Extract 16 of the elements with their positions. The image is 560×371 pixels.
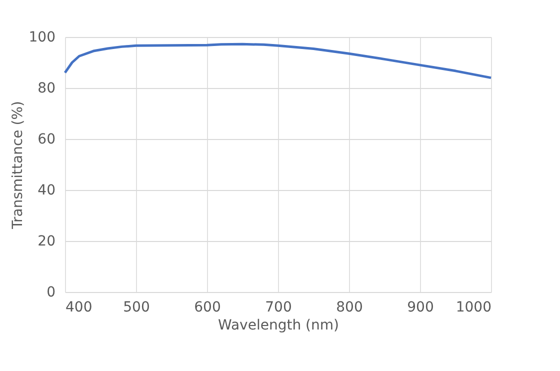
line-series	[64, 42, 492, 80]
x-tick-label: 800	[336, 300, 363, 316]
x-tick-label: 500	[123, 300, 150, 316]
y-tick-label: 0	[46, 284, 56, 300]
x-tick-label: 400	[66, 300, 92, 316]
x-tick-label: 1000	[456, 300, 492, 316]
y-tick-label: 60	[38, 132, 56, 148]
y-tick-label: 80	[38, 80, 56, 96]
x-tick-label: 900	[407, 300, 434, 316]
x-tick-label: 600	[194, 300, 221, 316]
y-tick-label: 20	[38, 234, 56, 250]
x-axis-title: Wavelength (nm)	[218, 318, 339, 334]
y-tick-label: 100	[28, 30, 56, 46]
y-tick-label: 40	[38, 182, 56, 198]
y-axis-title: Transmittance (%)	[10, 101, 26, 230]
x-tick-label: 700	[265, 300, 292, 316]
